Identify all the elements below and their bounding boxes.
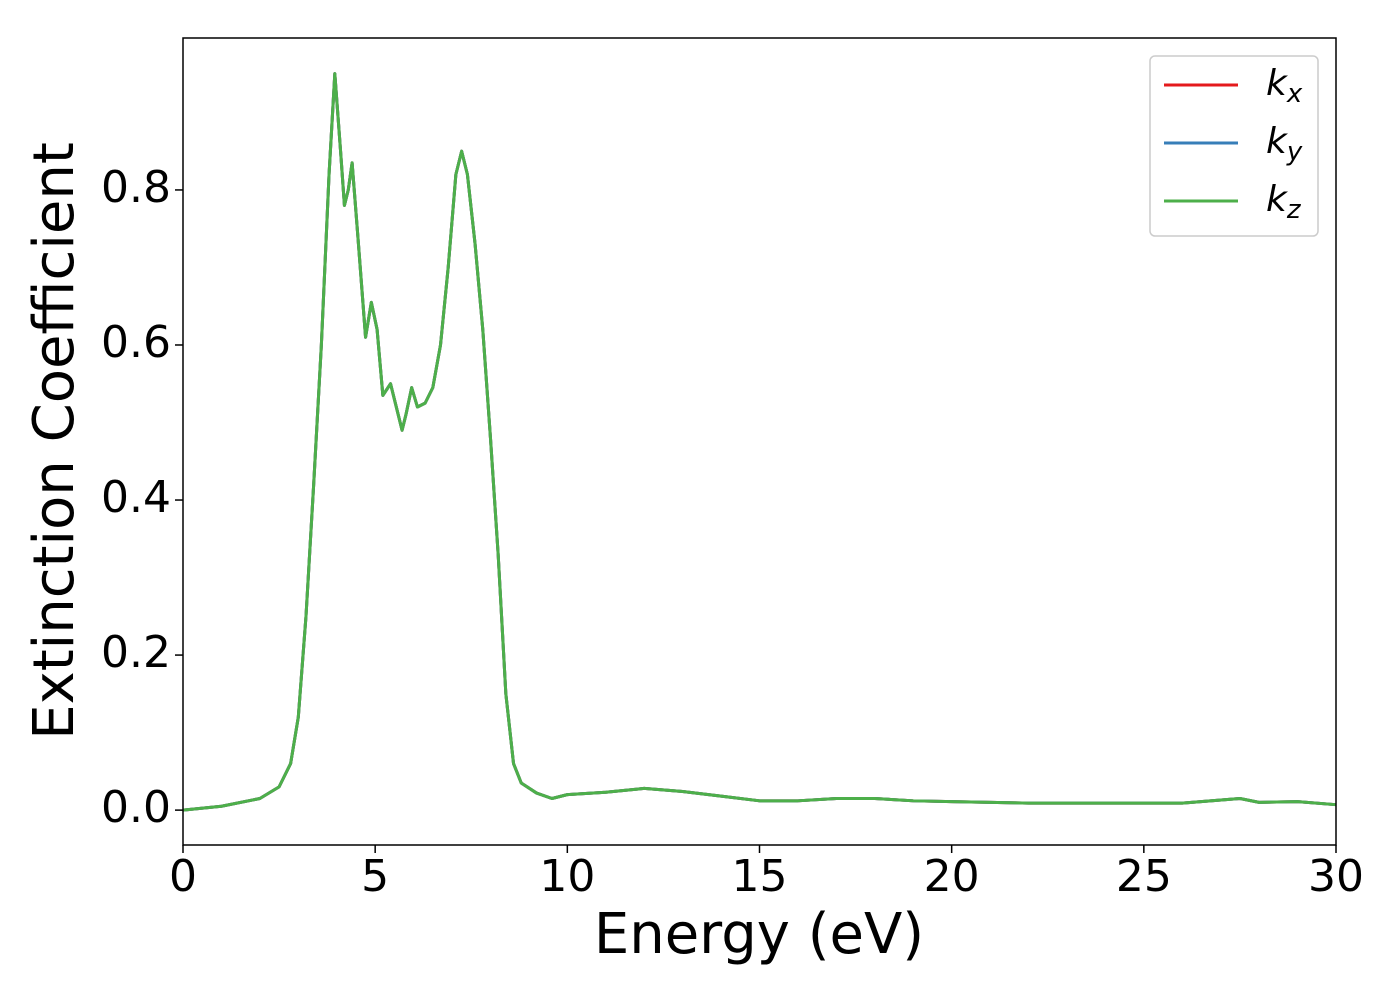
legend-box	[1149, 55, 1319, 237]
y-tick-label: 0.6	[101, 317, 171, 368]
x-tick-label: 30	[1308, 851, 1364, 902]
y-tick-label: 0.0	[101, 782, 171, 833]
x-tick-label: 25	[1116, 851, 1172, 902]
y-tick-label: 0.4	[101, 472, 171, 523]
x-tick-label: 20	[924, 851, 980, 902]
x-tick-label: 0	[169, 851, 197, 902]
x-tick-label: 15	[732, 851, 788, 902]
x-axis-label: Energy (eV)	[594, 902, 924, 967]
legend-label: kx	[1266, 63, 1303, 109]
y-tick-label: 0.2	[101, 627, 171, 678]
plot-frame	[182, 37, 1337, 846]
y-axis-label: Extinction Coefficient	[22, 142, 87, 740]
x-tick-label: 5	[361, 851, 389, 902]
x-tick-label: 10	[539, 851, 595, 902]
legend-label: ky	[1266, 121, 1303, 167]
legend-label: kz	[1266, 179, 1302, 225]
data-line	[182, 72, 1337, 812]
y-tick-label: 0.8	[101, 162, 171, 213]
